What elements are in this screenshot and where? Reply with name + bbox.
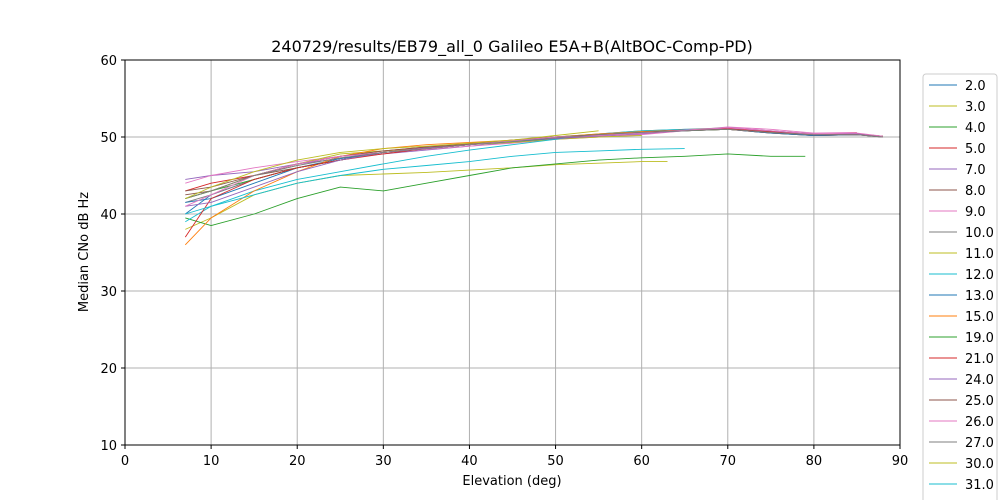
y-tick-label: 20 [100,362,117,377]
series-line [185,130,599,200]
legend-entry: 25.0 [965,394,994,409]
legend-entry: 4.0 [965,121,986,136]
legend-entry: 5.0 [965,142,986,157]
x-tick-label: 0 [121,454,129,469]
legend-entry: 9.0 [965,205,986,220]
series-line [185,153,806,227]
x-tick-label: 90 [892,454,909,469]
x-tick-label: 30 [375,454,392,469]
series-line [185,128,883,200]
x-axis: 0 10 20 30 40 50 60 70 80 90 [121,445,908,469]
legend: 2.0 3.0 4.0 5.0 7.0 8.0 9.0 10.0 11.0 12.0 13.0 15.… [922,73,998,500]
x-tick-label: 50 [547,454,564,469]
x-tick-label: 20 [289,454,306,469]
legend-entry: 24.0 [965,373,994,388]
legend-entry: 31.0 [965,478,994,493]
x-axis-label: Elevation (deg) [462,474,561,489]
series-line [185,127,883,207]
legend-entry: 2.0 [965,79,986,94]
y-tick-label: 60 [100,54,117,69]
x-tick-label: 80 [806,454,823,469]
y-tick-label: 40 [100,208,117,223]
legend-entry: 11.0 [965,247,994,262]
plot-frame [124,59,901,446]
legend-entry: 19.0 [965,331,994,346]
legend-entry: 7.0 [965,163,986,178]
legend-entry: 27.0 [965,436,994,451]
legend-entry: 30.0 [965,457,994,472]
legend-entry: 8.0 [965,184,986,199]
legend-frame [922,73,998,500]
legend-entry: 26.0 [965,415,994,430]
legend-entry: 13.0 [965,289,994,304]
legend-entry: 3.0 [965,100,986,115]
x-tick-label: 60 [633,454,650,469]
y-axis: 10 20 30 40 50 60 [100,54,125,454]
x-tick-label: 40 [461,454,478,469]
y-tick-label: 10 [100,439,117,454]
legend-entry: 21.0 [965,352,994,367]
legend-entry: 10.0 [965,226,994,241]
y-tick-label: 50 [100,131,117,146]
series-lines [184,126,883,246]
x-tick-label: 10 [203,454,220,469]
y-axis-label: Median CNo dB Hz [77,192,92,312]
chart-title: 240729/results/EB79_all_0 Galileo E5A+B(… [271,37,753,57]
y-tick-label: 30 [100,285,117,300]
legend-entry: 15.0 [965,310,994,325]
series-line [185,148,685,215]
x-tick-label: 70 [720,454,737,469]
legend-entry: 12.0 [965,268,994,283]
